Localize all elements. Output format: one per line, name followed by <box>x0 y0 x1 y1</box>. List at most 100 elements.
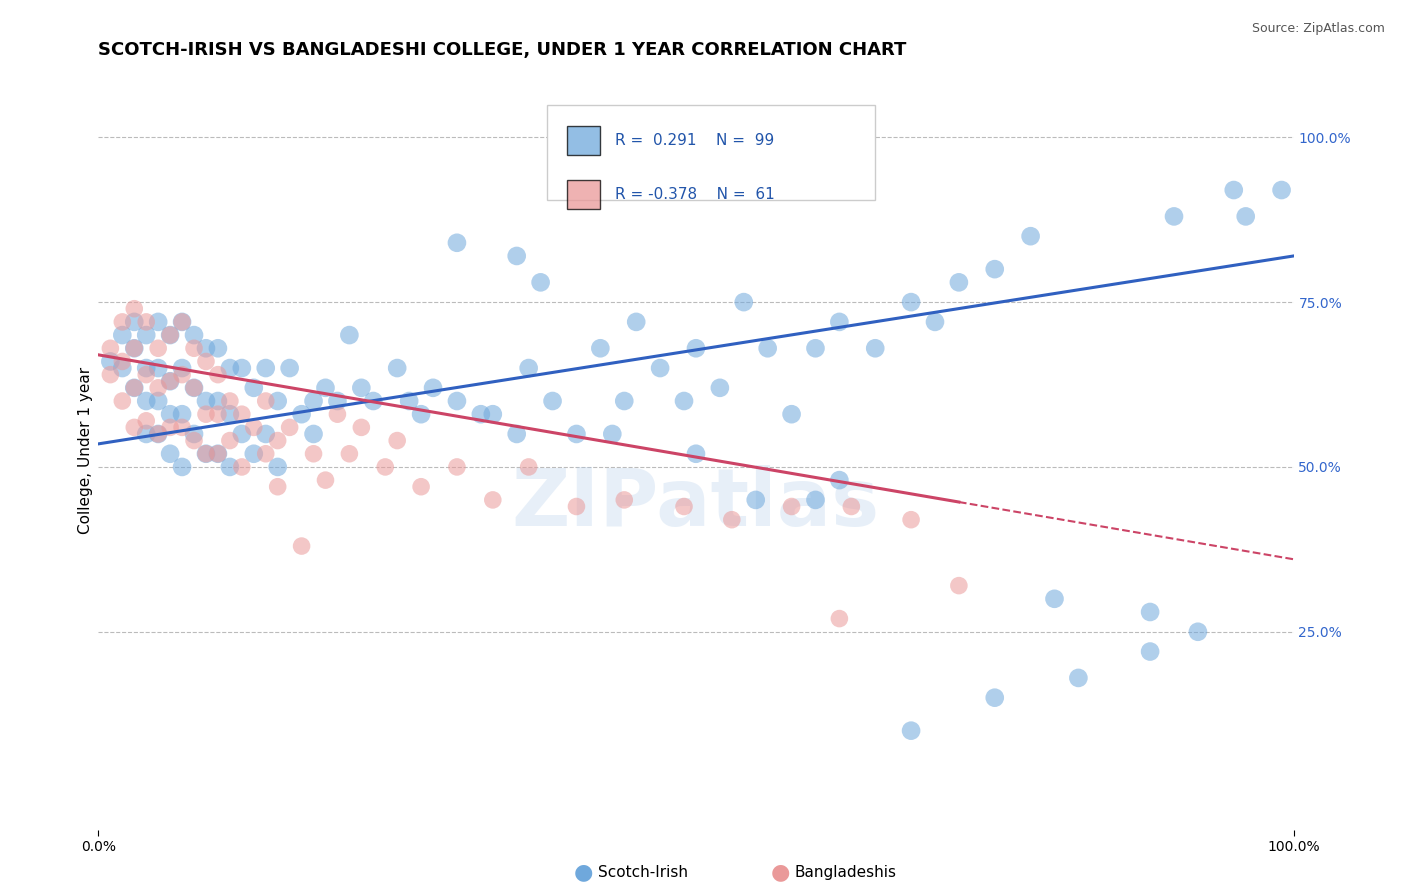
Point <box>900 723 922 738</box>
Point <box>1067 671 1090 685</box>
Point <box>828 611 851 625</box>
Point <box>159 420 181 434</box>
Point <box>148 427 170 442</box>
Point <box>984 690 1007 705</box>
Point <box>98 368 122 382</box>
Point <box>506 427 529 442</box>
Y-axis label: College, Under 1 year: College, Under 1 year <box>77 367 93 534</box>
Point <box>172 407 194 421</box>
Point <box>135 328 157 343</box>
Point <box>374 459 396 474</box>
Point <box>315 473 337 487</box>
Point <box>267 434 290 448</box>
Point <box>398 394 420 409</box>
Point <box>446 235 468 250</box>
Point <box>207 407 229 421</box>
Point <box>172 459 194 474</box>
Point <box>1019 229 1042 244</box>
Point <box>254 394 277 409</box>
Point <box>135 427 157 442</box>
Point <box>172 361 194 376</box>
Point <box>385 361 409 376</box>
Point <box>900 295 922 310</box>
Point <box>589 341 612 355</box>
Point <box>148 361 170 376</box>
Point <box>339 447 361 461</box>
Point <box>828 473 851 487</box>
Point <box>530 276 553 290</box>
Point <box>1271 183 1294 197</box>
Point <box>219 434 242 448</box>
Point <box>326 394 349 409</box>
Point <box>124 381 146 395</box>
Point <box>159 407 181 421</box>
Point <box>98 354 122 368</box>
FancyBboxPatch shape <box>547 105 876 201</box>
Point <box>243 420 266 434</box>
Point <box>422 381 444 395</box>
Point <box>648 361 672 376</box>
Point <box>363 394 385 409</box>
Point <box>172 420 194 434</box>
Point <box>924 315 946 329</box>
Point <box>780 407 803 421</box>
Point <box>183 341 205 355</box>
Point <box>865 341 887 355</box>
Point <box>1163 210 1185 224</box>
Point <box>267 394 290 409</box>
Point <box>267 480 290 494</box>
Point <box>673 500 696 514</box>
Point <box>195 407 218 421</box>
Point <box>207 447 229 461</box>
Point <box>565 427 588 442</box>
Point <box>326 407 349 421</box>
Point <box>148 381 170 395</box>
Point <box>111 394 134 409</box>
Point <box>219 394 242 409</box>
Point <box>613 492 636 507</box>
Point <box>291 407 314 421</box>
Point <box>124 381 146 395</box>
Point <box>231 407 253 421</box>
Point <box>673 394 696 409</box>
Point <box>159 374 181 388</box>
Point <box>804 492 827 507</box>
Point <box>411 407 433 421</box>
Point <box>195 354 218 368</box>
Point <box>231 459 253 474</box>
Point <box>278 420 301 434</box>
Point <box>98 341 122 355</box>
Point <box>517 459 540 474</box>
Point <box>709 381 731 395</box>
Point <box>195 394 218 409</box>
Point <box>278 361 301 376</box>
Point <box>302 394 325 409</box>
Point <box>1234 210 1257 224</box>
Point <box>685 447 707 461</box>
Point <box>948 276 970 290</box>
Point <box>135 315 157 329</box>
Point <box>339 328 361 343</box>
Point <box>302 447 325 461</box>
Point <box>254 427 277 442</box>
Point <box>124 341 146 355</box>
Point <box>470 407 492 421</box>
Point <box>685 341 707 355</box>
Point <box>219 361 242 376</box>
Point <box>183 381 205 395</box>
Point <box>756 341 779 355</box>
Point <box>745 492 768 507</box>
FancyBboxPatch shape <box>567 126 600 155</box>
Point <box>195 341 218 355</box>
Point <box>411 480 433 494</box>
Point <box>135 368 157 382</box>
Point <box>111 354 134 368</box>
Point <box>159 328 181 343</box>
Point <box>231 361 253 376</box>
Point <box>841 500 863 514</box>
Point <box>315 381 337 395</box>
Point <box>148 341 170 355</box>
Text: Source: ZipAtlas.com: Source: ZipAtlas.com <box>1251 22 1385 36</box>
Point <box>111 361 134 376</box>
Point <box>267 459 290 474</box>
